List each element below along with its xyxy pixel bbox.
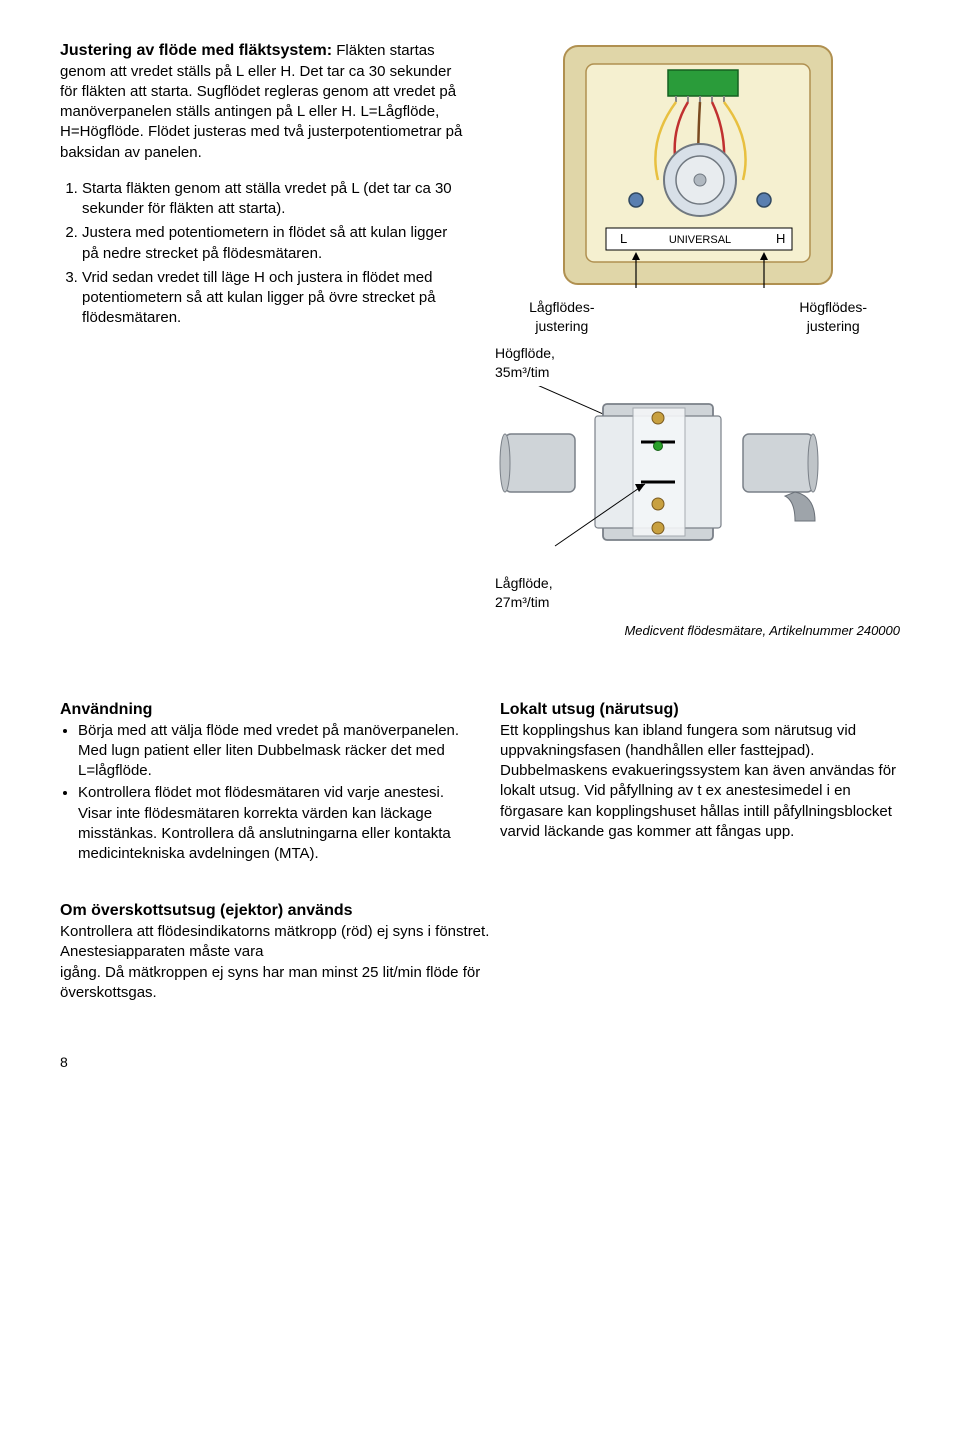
control-panel-diagram: L UNIVERSAL H: [558, 40, 838, 290]
local-heading: Lokalt utsug (närutsug): [500, 699, 900, 721]
low-adjust-label: Lågflödes- justering: [495, 298, 629, 336]
usage-heading: Användning: [60, 699, 460, 721]
section1-intro: Justering av flöde med fläktsystem: Fläk…: [60, 40, 465, 163]
page-number: 8: [60, 1053, 900, 1072]
high-flow-label: Högflöde, 35m³/tim: [495, 344, 900, 382]
step-3: Vrid sedan vredet till läge H och juster…: [82, 268, 465, 329]
svg-text:UNIVERSAL: UNIVERSAL: [668, 234, 730, 246]
step-2: Justera med potentiometern in flödet så …: [82, 223, 465, 264]
high-adjust-label: Högflödes- justering: [766, 298, 900, 336]
section1-heading: Justering av flöde med fläktsystem:: [60, 42, 332, 59]
svg-text:L: L: [620, 231, 627, 246]
step-1: Starta fläkten genom att ställa vredet p…: [82, 179, 465, 220]
usage-bullet-1: Börja med att välja flöde med vredet på …: [78, 721, 460, 782]
section1-intro-text: Fläkten startas genom att vredet ställs …: [60, 42, 462, 161]
local-body: Ett kopplingshus kan ibland fungera som …: [500, 721, 900, 843]
ejector-body: Kontrollera att flödesindikatorns mätkro…: [60, 922, 490, 1003]
usage-bullet-2: Kontrollera flödet mot flödesmätaren vid…: [78, 783, 460, 864]
flowmeter-diagram: [495, 386, 835, 556]
svg-text:H: H: [776, 231, 785, 246]
usage-bullets: Börja med att välja flöde med vredet på …: [60, 721, 460, 865]
low-flow-label: Lågflöde, 27m³/tim: [495, 574, 900, 612]
flowmeter-caption: Medicvent flödesmätare, Artikelnummer 24…: [495, 622, 900, 640]
ejector-heading: Om överskottsutsug (ejektor) används: [60, 900, 490, 922]
section1-steps: Starta fläkten genom att ställa vredet p…: [60, 179, 465, 329]
